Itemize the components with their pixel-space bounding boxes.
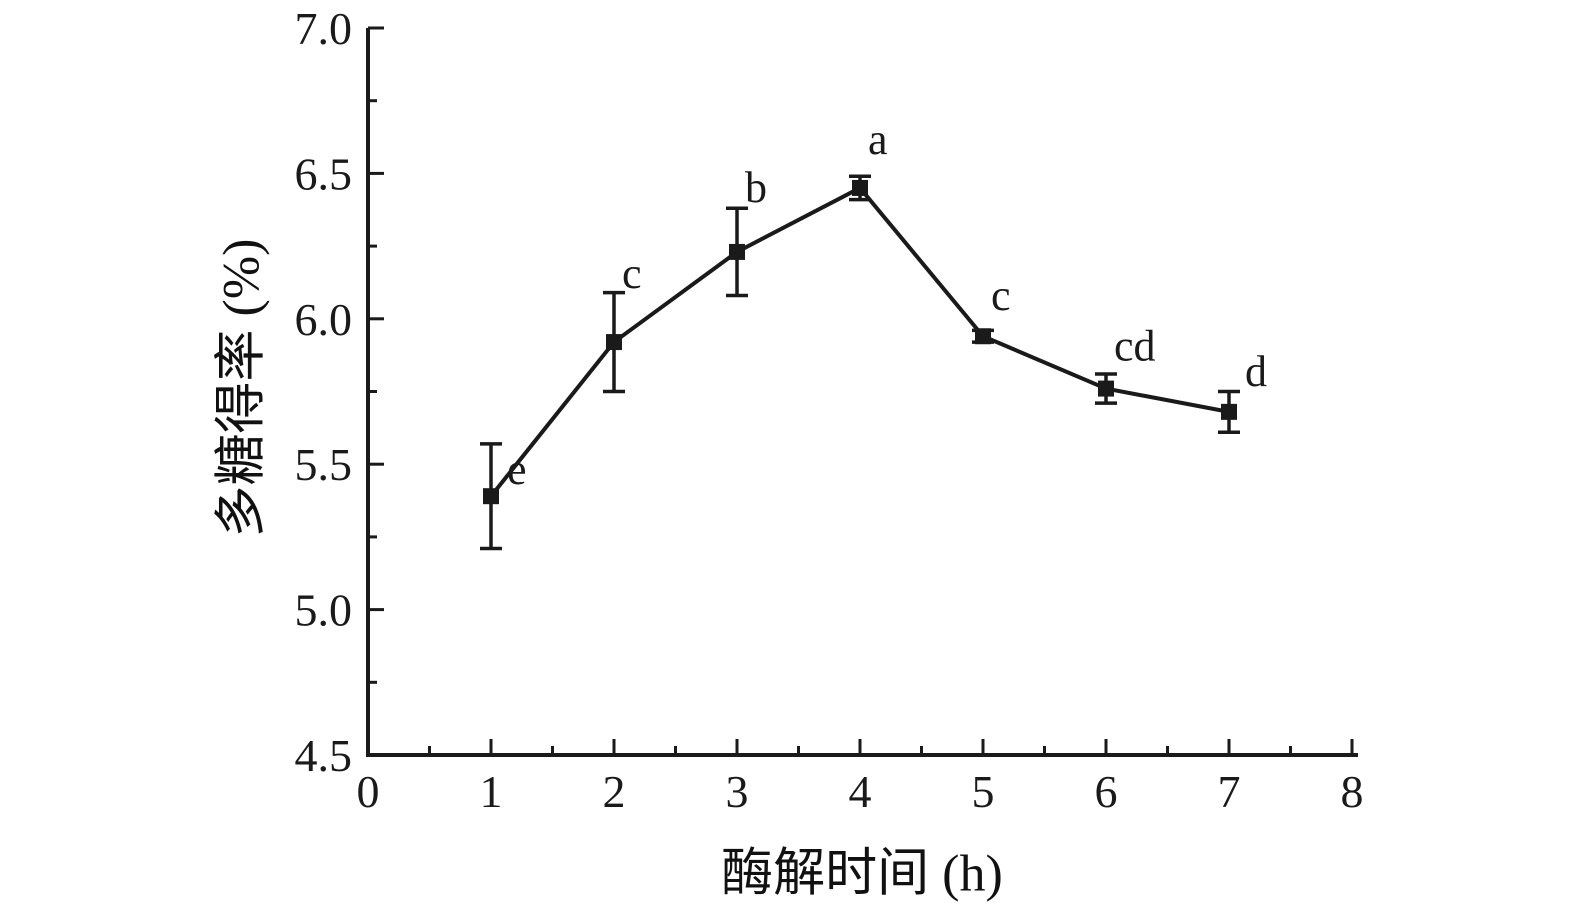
x-axis-title: 酶解时间 (h) — [721, 845, 1003, 903]
svg-text:d: d — [1245, 347, 1267, 396]
svg-text:b: b — [745, 163, 767, 212]
svg-text:2: 2 — [603, 766, 626, 817]
svg-text:cd: cd — [1114, 322, 1156, 371]
data-point-markers — [483, 179, 1237, 505]
svg-text:c: c — [622, 249, 642, 298]
svg-text:3: 3 — [726, 766, 749, 817]
x-tick-labels: 0 1 2 3 4 5 6 7 8 — [357, 766, 1364, 817]
axis-ticks — [366, 26, 1354, 757]
svg-text:6.0: 6.0 — [295, 294, 353, 345]
y-axis-title: 多糖得率 (%) — [213, 238, 271, 538]
axes — [366, 28, 1358, 757]
svg-text:5.0: 5.0 — [295, 585, 353, 636]
svg-text:4.5: 4.5 — [295, 730, 353, 781]
svg-text:5.5: 5.5 — [295, 439, 353, 490]
svg-text:7: 7 — [1218, 766, 1241, 817]
svg-text:c: c — [991, 271, 1011, 320]
svg-text:1: 1 — [480, 766, 503, 817]
point-labels: e c b a c cd d — [507, 115, 1267, 494]
svg-text:5: 5 — [972, 766, 995, 817]
svg-text:8: 8 — [1341, 766, 1364, 817]
svg-text:a: a — [868, 115, 888, 164]
svg-text:7.0: 7.0 — [295, 3, 353, 54]
svg-text:0: 0 — [357, 766, 380, 817]
svg-text:e: e — [507, 445, 527, 494]
svg-text:6.5: 6.5 — [295, 148, 353, 199]
svg-text:6: 6 — [1095, 766, 1118, 817]
y-tick-labels: 4.5 5.0 5.5 6.0 6.5 7.0 — [295, 3, 353, 781]
svg-text:4: 4 — [849, 766, 872, 817]
